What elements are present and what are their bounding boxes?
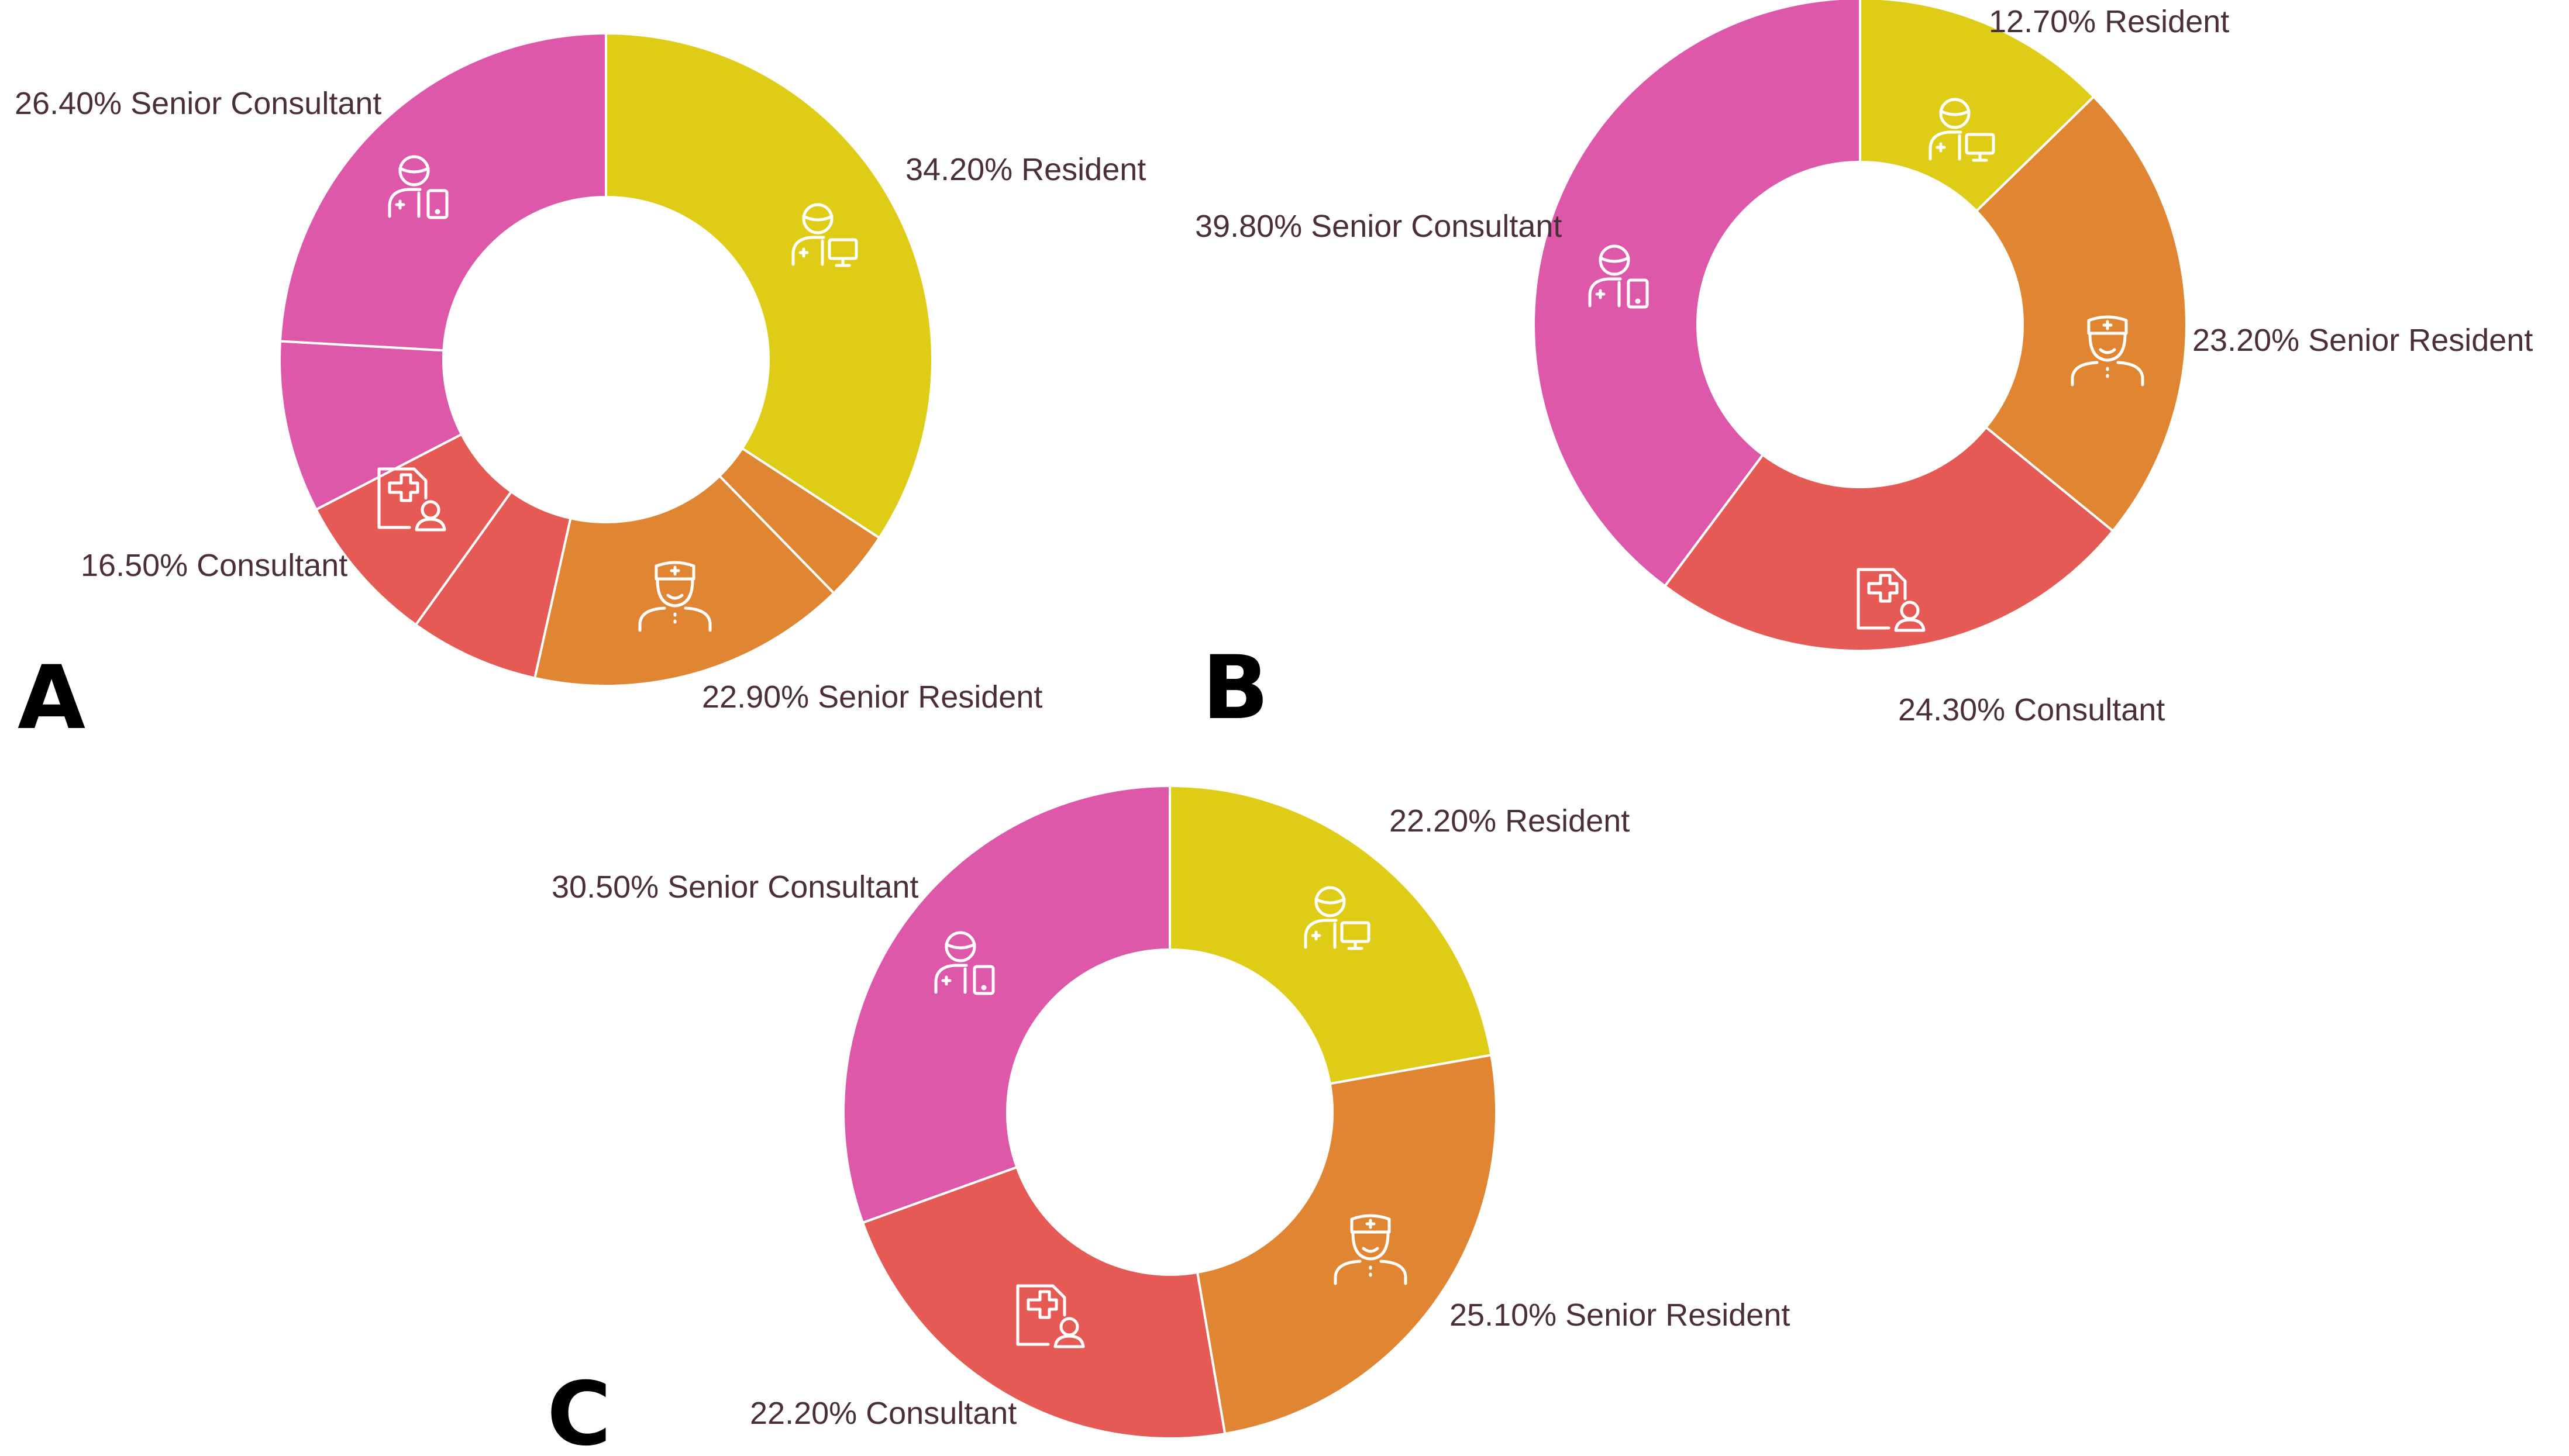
chart-B-label-2: 24.30% Consultant bbox=[1898, 692, 2165, 727]
chart-B-slice-1 bbox=[1975, 95, 2188, 533]
chart-C-label-3: 30.50% Senior Consultant bbox=[552, 870, 918, 905]
chart-C-slice-3 bbox=[842, 784, 1171, 1224]
chart-C-label-2: 22.20% Consultant bbox=[750, 1396, 1017, 1431]
chart-A-label-4: 16.50% Consultant bbox=[81, 548, 347, 583]
panel-letter-A: A bbox=[18, 647, 85, 749]
chart-C-slice-2 bbox=[861, 1165, 1227, 1440]
chart-B-slice-0 bbox=[1859, 0, 2096, 213]
senior-resident-icon bbox=[2071, 315, 2144, 387]
chart-A-slice-5 bbox=[278, 340, 463, 512]
panel-letter-C: C bbox=[547, 1364, 611, 1456]
chart-A-label-2: 22.90% Senior Resident bbox=[702, 679, 1042, 715]
chart-B-label-1: 23.20% Senior Resident bbox=[2192, 323, 2533, 358]
chart-B-label-3: 39.80% Senior Consultant bbox=[1195, 209, 1562, 244]
chart-C-label-0: 22.20% Resident bbox=[1389, 803, 1630, 839]
chart-C-label-1: 25.10% Senior Resident bbox=[1449, 1298, 1790, 1333]
consultant-icon bbox=[377, 467, 446, 532]
chart-B-slice-2 bbox=[1663, 426, 2115, 652]
chart-B-label-0: 12.70% Resident bbox=[1989, 4, 2229, 39]
chart-C-slice-0 bbox=[1169, 784, 1493, 1085]
senior-consultant-icon bbox=[1588, 244, 1649, 309]
resident-icon bbox=[1304, 886, 1370, 950]
resident-icon bbox=[1929, 98, 1995, 162]
chart-A-slice-0 bbox=[605, 32, 934, 540]
consultant-icon bbox=[1016, 1284, 1085, 1348]
panel-letter-B: B bbox=[1202, 637, 1269, 739]
senior-consultant-icon bbox=[934, 931, 995, 995]
chart-A-label-6: 26.40% Senior Consultant bbox=[15, 86, 381, 121]
chart-C-slice-1 bbox=[1196, 1054, 1498, 1436]
resident-icon bbox=[791, 203, 858, 267]
senior-resident-icon bbox=[1334, 1214, 1407, 1285]
chart-A-label-0: 34.20% Resident bbox=[905, 152, 1146, 187]
consultant-icon bbox=[1857, 568, 1926, 632]
senior-consultant-icon bbox=[388, 155, 449, 219]
chart-A-slice-2 bbox=[533, 474, 836, 687]
senior-resident-icon bbox=[638, 561, 712, 632]
chart-B-slice-3 bbox=[1533, 0, 1861, 588]
